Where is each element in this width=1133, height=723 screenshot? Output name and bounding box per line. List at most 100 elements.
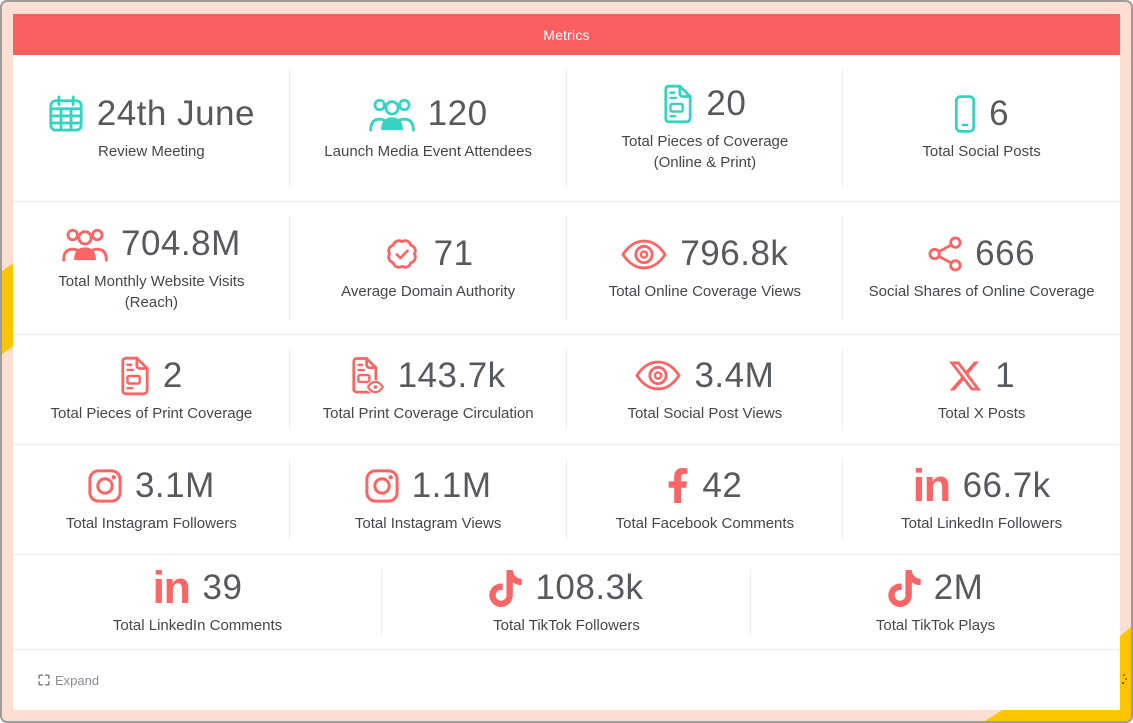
metric-label: Total Social Post Views — [627, 404, 783, 422]
metric-value: 66.7k — [962, 465, 1051, 505]
metric-value: 39 — [202, 568, 243, 607]
metric-label: Total Monthly Website Visits (Reach) — [58, 272, 245, 311]
metric-value: 3.1M — [134, 465, 215, 505]
tiktok-icon — [489, 569, 523, 607]
metric-card-total-tiktok-followers: 108.3k Total TikTok Followers — [382, 555, 751, 650]
instagram-icon — [365, 468, 399, 503]
metric-value: 24th June — [96, 94, 255, 133]
metric-value-row: 24th June — [48, 94, 255, 134]
metric-label: Average Domain Authority — [341, 283, 516, 300]
linkedin-icon: in — [152, 562, 192, 613]
metric-card-average-domain-authority: 71 Average Domain Authority — [289, 202, 567, 335]
metric-value: 2M — [933, 568, 984, 607]
metric-value: 71 — [433, 234, 474, 273]
metric-card-total-online-coverage-views: 796.8k Total Online Coverage Views — [566, 202, 844, 335]
metric-value-row: 120 — [368, 94, 488, 134]
metric-card-total-linkedin-comments: in 39 Total LinkedIn Comments — [13, 555, 382, 650]
metric-label: Total Pieces of Coverage (Online & Print… — [621, 132, 789, 171]
metric-label: Total Pieces of Print Coverage — [50, 404, 253, 422]
eye-icon — [635, 360, 681, 391]
file-lines-icon — [663, 84, 693, 124]
metric-label: Review Meeting — [98, 143, 205, 160]
expand-button[interactable]: Expand — [38, 673, 99, 688]
metric-value-row: 704.8M — [62, 224, 241, 264]
metric-label: Total LinkedIn Comments — [112, 617, 283, 634]
tiktok-icon — [888, 569, 921, 607]
metric-value: 704.8M — [121, 223, 241, 263]
metric-label: Total X Posts — [937, 404, 1026, 422]
metric-card-total-pieces-of-coverage: 20 Total Pieces of Coverage (Online & Pri… — [566, 55, 844, 202]
gold-corner-right — [1119, 627, 1131, 721]
metric-value-row: 20 — [663, 84, 746, 124]
metric-card-social-shares-of-online-coverage: 666 Social Shares of Online Coverage — [843, 202, 1120, 335]
metric-value-row: 71 — [383, 234, 474, 274]
metric-card-total-monthly-website-visits: 704.8M Total Monthly Website Visits (Reac… — [13, 202, 290, 335]
metric-value-row: 796.8k — [621, 234, 788, 274]
metric-label: Total LinkedIn Followers — [901, 514, 1063, 532]
eye-icon — [621, 239, 667, 270]
metric-value: 3.4M — [694, 355, 775, 395]
facebook-icon — [667, 468, 689, 503]
metric-label: Total Print Coverage Circulation — [322, 404, 534, 422]
metric-value: 1.1M — [411, 465, 492, 505]
metric-value-row: in 66.7k — [913, 463, 1051, 508]
metric-value: 108.3k — [535, 568, 644, 607]
page-title: Metrics — [543, 26, 590, 43]
metrics-grid-top: 24th June Review Meeting 120 Launch Media E… — [13, 55, 1120, 555]
calendar-icon — [48, 95, 84, 133]
metric-label: Total TikTok Followers — [493, 617, 640, 634]
metric-value-row: 42 — [667, 466, 742, 506]
metrics-card: Metrics 24th June Review Meeting 120 Launch… — [13, 14, 1120, 710]
metric-label: Total TikTok Plays — [875, 617, 996, 634]
metric-value-row: 143.7k — [351, 356, 506, 396]
metric-card-total-linkedin-followers: in 66.7k Total LinkedIn Followers — [843, 445, 1120, 555]
card-footer: Expand — [13, 650, 1120, 710]
metric-value: 42 — [702, 465, 743, 505]
metric-value-row: in 39 — [152, 562, 243, 613]
metric-value-row: 1 — [948, 356, 1015, 396]
metric-card-total-pieces-of-print-coverage: 2 Total Pieces of Print Coverage — [13, 335, 290, 445]
users-icon — [62, 226, 108, 262]
metric-value-row: 666 — [928, 234, 1035, 274]
metric-card-total-tiktok-plays: 2M Total TikTok Plays — [751, 555, 1120, 650]
metric-value-row: 6 — [954, 94, 1009, 134]
decorative-speck — [1123, 674, 1125, 676]
metric-label: Total Online Coverage Views — [608, 283, 802, 300]
metrics-header: Metrics — [13, 14, 1120, 55]
metric-value-row: 3.4M — [635, 356, 774, 396]
x-logo-icon — [948, 360, 982, 392]
metric-label: Total Facebook Comments — [615, 514, 795, 532]
metric-value-row: 108.3k — [489, 568, 643, 608]
metric-card-total-x-posts: 1 Total X Posts — [843, 335, 1120, 445]
share-nodes-icon — [928, 236, 962, 272]
metric-label: Total Instagram Followers — [65, 514, 237, 532]
file-lines-icon — [120, 356, 150, 396]
expand-label: Expand — [55, 672, 100, 688]
metric-value-row: 3.1M — [88, 466, 215, 506]
gold-corner-bottom — [985, 707, 1131, 721]
metric-value-row: 2 — [120, 356, 183, 396]
mobile-icon — [954, 94, 976, 134]
users-icon — [368, 96, 415, 132]
instagram-icon — [88, 468, 122, 503]
metric-card-total-social-posts: 6 Total Social Posts — [843, 55, 1120, 202]
metric-value: 1 — [995, 355, 1016, 395]
metric-label: Social Shares of Online Coverage — [868, 283, 1095, 300]
metric-label: Total Social Posts — [922, 143, 1041, 160]
badge-check-icon — [383, 235, 421, 273]
metric-card-total-instagram-views: 1.1M Total Instagram Views — [289, 445, 567, 555]
metric-card-launch-media-event-attendees: 120 Launch Media Event Attendees — [289, 55, 567, 202]
metric-label: Launch Media Event Attendees — [324, 143, 532, 160]
metric-card-total-facebook-comments: 42 Total Facebook Comments — [566, 445, 844, 555]
metric-card-total-print-coverage-circulation: 143.7k Total Print Coverage Circulation — [289, 335, 567, 445]
metric-value: 2 — [162, 355, 183, 395]
metric-value: 666 — [975, 234, 1036, 273]
metric-value: 20 — [706, 83, 747, 123]
file-eye-icon — [351, 356, 385, 396]
metric-value-row: 1.1M — [365, 466, 492, 506]
expand-icon — [38, 674, 50, 686]
metric-card-review-meeting: 24th June Review Meeting — [13, 55, 290, 202]
metric-value: 6 — [989, 94, 1010, 133]
metric-value: 143.7k — [397, 355, 506, 395]
